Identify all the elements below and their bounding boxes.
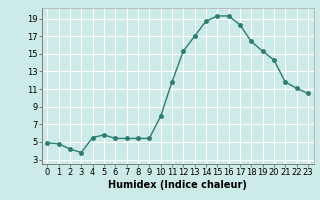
X-axis label: Humidex (Indice chaleur): Humidex (Indice chaleur): [108, 180, 247, 190]
